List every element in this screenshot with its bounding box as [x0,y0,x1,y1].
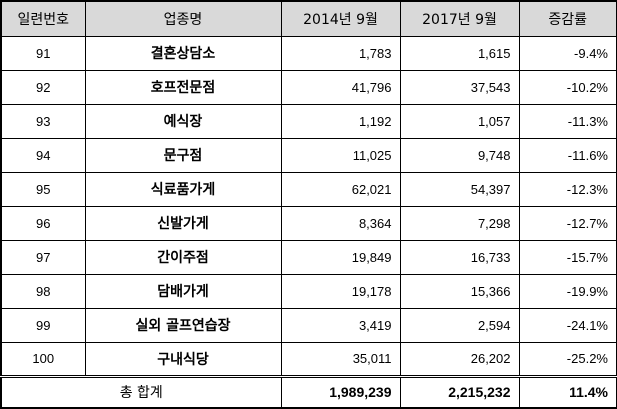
cell-change-rate: -11.3% [518,103,617,139]
cell-change-rate: -12.3% [518,171,617,207]
cell-serial-number: 94 [0,137,86,173]
cell-value-2017: 26,202 [399,341,520,377]
cell-value-2014: 1,783 [280,35,401,71]
table-row: 95 식료품가게 62,021 54,397 -12.3% [0,171,617,207]
cell-value-2014: 19,178 [280,273,401,309]
cell-value-2017: 15,366 [399,273,520,309]
cell-industry-name: 결혼상담소 [84,35,282,71]
cell-change-rate: -25.2% [518,341,617,377]
header-2014-sep: 2014년 9월 [280,0,401,37]
table-row: 97 간이주점 19,849 16,733 -15.7% [0,239,617,275]
header-industry-name: 업종명 [84,0,282,37]
header-change-rate: 증감률 [518,0,617,37]
cell-serial-number: 98 [0,273,86,309]
header-serial-number: 일련번호 [0,0,86,37]
cell-industry-name: 식료품가게 [84,171,282,207]
cell-change-rate: -9.4% [518,35,617,71]
table-row: 96 신발가게 8,364 7,298 -12.7% [0,205,617,241]
table-row: 100 구내식당 35,011 26,202 -25.2% [0,341,617,377]
cell-industry-name: 예식장 [84,103,282,139]
cell-industry-name: 구내식당 [84,341,282,377]
cell-value-2014: 19,849 [280,239,401,275]
table-header: 일련번호 업종명 2014년 9월 2017년 9월 증감률 [0,0,617,37]
table-row: 98 담배가게 19,178 15,366 -19.9% [0,273,617,309]
cell-serial-number: 93 [0,103,86,139]
cell-value-2017: 1,057 [399,103,520,139]
total-row: 총 합계 1,989,239 2,215,232 11.4% [0,374,617,409]
cell-value-2014: 8,364 [280,205,401,241]
table-row: 94 문구점 11,025 9,748 -11.6% [0,137,617,173]
cell-change-rate: -11.6% [518,137,617,173]
cell-industry-name: 호프전문점 [84,69,282,105]
cell-industry-name: 신발가게 [84,205,282,241]
cell-value-2017: 7,298 [399,205,520,241]
cell-value-2017: 16,733 [399,239,520,275]
cell-value-2014: 35,011 [280,341,401,377]
cell-value-2017: 1,615 [399,35,520,71]
cell-value-2017: 37,543 [399,69,520,105]
cell-serial-number: 92 [0,69,86,105]
cell-change-rate: -10.2% [518,69,617,105]
cell-serial-number: 100 [0,341,86,377]
total-change-rate: 11.4% [518,374,617,409]
cell-industry-name: 간이주점 [84,239,282,275]
cell-value-2014: 41,796 [280,69,401,105]
cell-serial-number: 99 [0,307,86,343]
cell-value-2017: 2,594 [399,307,520,343]
table-row: 91 결혼상담소 1,783 1,615 -9.4% [0,35,617,71]
cell-industry-name: 실외 골프연습장 [84,307,282,343]
cell-value-2014: 62,021 [280,171,401,207]
cell-value-2014: 1,192 [280,103,401,139]
total-label: 총 합계 [0,374,282,409]
cell-serial-number: 95 [0,171,86,207]
cell-serial-number: 91 [0,35,86,71]
cell-value-2014: 3,419 [280,307,401,343]
cell-change-rate: -19.9% [518,273,617,309]
cell-industry-name: 담배가게 [84,273,282,309]
cell-serial-number: 97 [0,239,86,275]
cell-change-rate: -15.7% [518,239,617,275]
table-row: 99 실외 골프연습장 3,419 2,594 -24.1% [0,307,617,343]
table-row: 93 예식장 1,192 1,057 -11.3% [0,103,617,139]
cell-industry-name: 문구점 [84,137,282,173]
cell-value-2014: 11,025 [280,137,401,173]
total-value-2017: 2,215,232 [399,374,520,409]
table-body: 91 결혼상담소 1,783 1,615 -9.4% 92 호프전문점 41,7… [0,35,617,409]
header-2017-sep: 2017년 9월 [399,0,520,37]
cell-value-2017: 9,748 [399,137,520,173]
table-row: 92 호프전문점 41,796 37,543 -10.2% [0,69,617,105]
cell-serial-number: 96 [0,205,86,241]
cell-change-rate: -12.7% [518,205,617,241]
header-row: 일련번호 업종명 2014년 9월 2017년 9월 증감률 [0,0,617,37]
cell-value-2017: 54,397 [399,171,520,207]
total-value-2014: 1,989,239 [280,374,401,409]
cell-change-rate: -24.1% [518,307,617,343]
